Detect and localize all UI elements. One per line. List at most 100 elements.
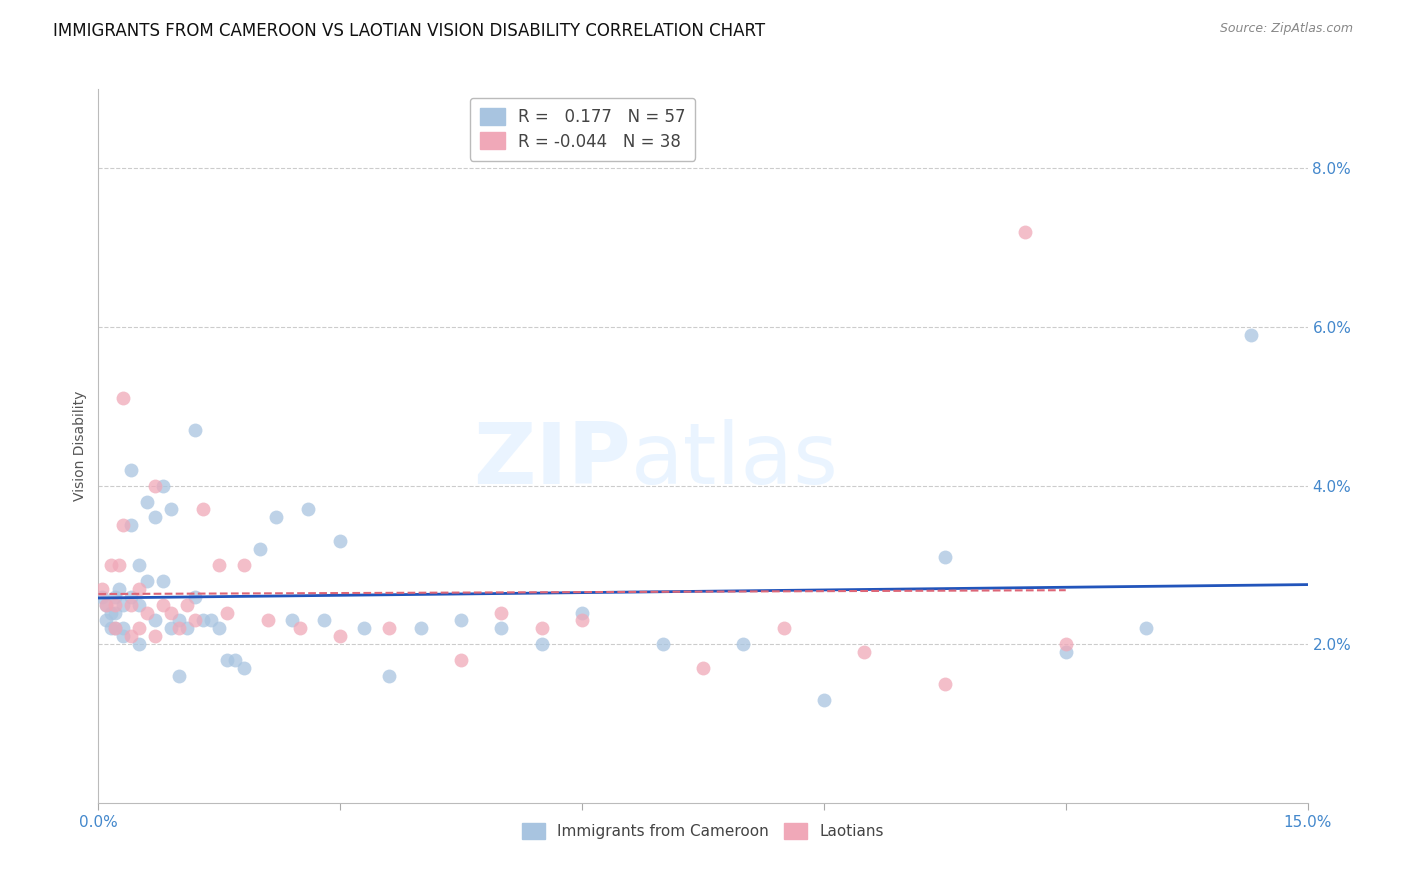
Point: [1135, 621, 1157, 635]
Point: [297, 502, 319, 516]
Point: [128, 558, 150, 572]
Point: [281, 614, 304, 628]
Point: [107, 558, 129, 572]
Point: [91, 582, 114, 596]
Point: [450, 614, 472, 628]
Point: [813, 692, 835, 706]
Point: [103, 606, 125, 620]
Y-axis label: Vision Disability: Vision Disability: [73, 391, 87, 501]
Point: [111, 392, 134, 406]
Point: [1240, 328, 1263, 343]
Point: [120, 463, 142, 477]
Point: [450, 653, 472, 667]
Point: [128, 621, 150, 635]
Point: [120, 629, 142, 643]
Point: [377, 669, 399, 683]
Point: [103, 590, 125, 604]
Point: [167, 669, 190, 683]
Point: [184, 614, 207, 628]
Point: [128, 637, 150, 651]
Point: [208, 621, 231, 635]
Point: [409, 621, 432, 635]
Point: [135, 494, 157, 508]
Point: [152, 574, 174, 588]
Point: [232, 661, 254, 675]
Text: Source: ZipAtlas.com: Source: ZipAtlas.com: [1219, 22, 1353, 36]
Point: [100, 621, 122, 635]
Point: [853, 645, 876, 659]
Point: [208, 558, 231, 572]
Point: [111, 518, 134, 533]
Point: [160, 502, 183, 516]
Point: [103, 621, 125, 635]
Text: ZIP: ZIP: [472, 418, 630, 502]
Point: [193, 614, 215, 628]
Point: [224, 653, 246, 667]
Point: [143, 510, 166, 524]
Point: [128, 598, 150, 612]
Point: [128, 582, 150, 596]
Legend: Immigrants from Cameroon, Laotians: Immigrants from Cameroon, Laotians: [516, 817, 890, 845]
Point: [91, 590, 114, 604]
Point: [651, 637, 673, 651]
Point: [692, 661, 714, 675]
Point: [143, 614, 166, 628]
Point: [329, 534, 352, 549]
Point: [111, 621, 134, 635]
Point: [934, 549, 956, 564]
Point: [571, 606, 593, 620]
Point: [100, 558, 122, 572]
Point: [1054, 645, 1077, 659]
Point: [152, 478, 174, 492]
Point: [934, 677, 956, 691]
Point: [167, 621, 190, 635]
Point: [217, 606, 239, 620]
Point: [111, 598, 134, 612]
Point: [176, 621, 198, 635]
Point: [111, 629, 134, 643]
Text: atlas: atlas: [630, 418, 838, 502]
Point: [288, 621, 311, 635]
Point: [100, 606, 122, 620]
Point: [314, 614, 336, 628]
Point: [377, 621, 399, 635]
Point: [135, 574, 157, 588]
Point: [217, 653, 239, 667]
Point: [249, 542, 271, 557]
Point: [329, 629, 352, 643]
Point: [491, 621, 513, 635]
Point: [176, 598, 198, 612]
Point: [571, 614, 593, 628]
Point: [530, 637, 553, 651]
Point: [120, 590, 142, 604]
Point: [120, 598, 142, 612]
Point: [193, 502, 215, 516]
Point: [143, 629, 166, 643]
Point: [160, 606, 183, 620]
Point: [96, 614, 118, 628]
Point: [152, 598, 174, 612]
Point: [143, 478, 166, 492]
Point: [772, 621, 794, 635]
Point: [135, 606, 157, 620]
Point: [530, 621, 553, 635]
Point: [120, 518, 142, 533]
Point: [107, 582, 129, 596]
Point: [103, 621, 125, 635]
Point: [96, 598, 118, 612]
Point: [264, 510, 287, 524]
Point: [103, 598, 125, 612]
Point: [96, 598, 118, 612]
Point: [1014, 225, 1036, 239]
Point: [184, 423, 207, 437]
Point: [232, 558, 254, 572]
Point: [160, 621, 183, 635]
Point: [1054, 637, 1077, 651]
Text: IMMIGRANTS FROM CAMEROON VS LAOTIAN VISION DISABILITY CORRELATION CHART: IMMIGRANTS FROM CAMEROON VS LAOTIAN VISI…: [53, 22, 765, 40]
Point: [200, 614, 222, 628]
Point: [733, 637, 755, 651]
Point: [353, 621, 375, 635]
Point: [256, 614, 278, 628]
Point: [491, 606, 513, 620]
Point: [184, 590, 207, 604]
